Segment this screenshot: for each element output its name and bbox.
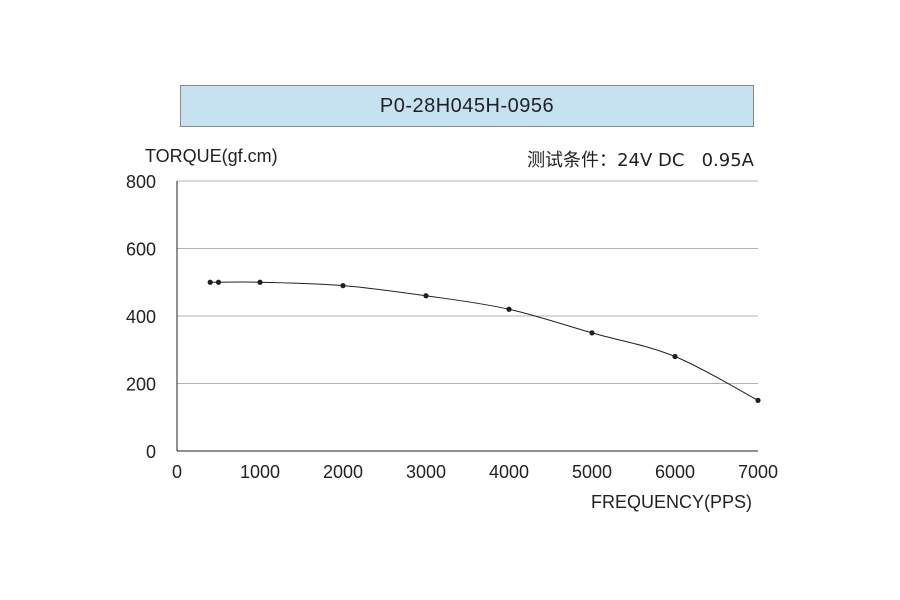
data-point-5000 — [589, 330, 595, 336]
data-point-500 — [215, 279, 222, 285]
data-point-1000 — [257, 279, 263, 285]
x-tick-label-3000: 3000 — [406, 462, 446, 482]
test-condition: 测试条件：24V DC 0.95A — [527, 146, 754, 172]
y-tick-label-600: 600 — [126, 240, 156, 260]
y-tick-label-200: 200 — [126, 375, 156, 395]
chart-title: P0-28H045H-0956 — [379, 94, 555, 117]
x-tick-label-4000: 4000 — [489, 462, 529, 482]
data-point-3000 — [423, 293, 429, 299]
y-tick-label-800: 800 — [126, 172, 156, 192]
data-point-7000 — [755, 397, 761, 403]
x-tick-label-7000: 7000 — [738, 462, 778, 482]
x-tick-label-2000: 2000 — [323, 462, 363, 482]
y-tick-label-0: 0 — [146, 442, 156, 462]
test-condition-value: 24V DC 0.95A — [617, 150, 754, 171]
test-condition-label: 测试条件： — [527, 150, 618, 171]
x-tick-label-1000: 1000 — [240, 462, 280, 482]
y-axis-label: TORQUE(gf.cm) — [145, 146, 278, 166]
data-point-4000 — [506, 306, 512, 312]
x-axis-label: FREQUENCY(PPS) — [590, 492, 752, 512]
data-point-2000 — [340, 283, 346, 289]
x-tick-label-5000: 5000 — [572, 462, 612, 482]
series-line-0 — [210, 281, 759, 401]
x-tick-label-0: 0 — [172, 462, 182, 482]
x-tick-label-6000: 6000 — [655, 462, 695, 482]
chart-title-box: P0-28H045H-0956 — [180, 85, 754, 127]
data-point-400 — [207, 279, 213, 285]
y-tick-label-400: 400 — [126, 307, 156, 327]
data-point-6000 — [672, 353, 678, 360]
